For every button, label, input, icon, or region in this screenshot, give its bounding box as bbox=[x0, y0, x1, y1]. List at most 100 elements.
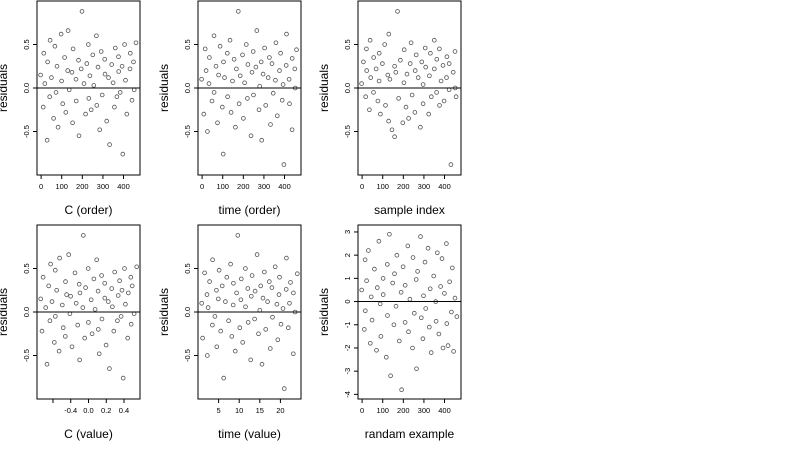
y-tick-label: 0.0 bbox=[183, 83, 192, 93]
data-point bbox=[384, 262, 390, 267]
data-point bbox=[62, 55, 67, 60]
data-point bbox=[128, 50, 133, 56]
data-point bbox=[422, 259, 428, 265]
data-point bbox=[284, 31, 289, 37]
data-point bbox=[109, 286, 114, 291]
data-point bbox=[418, 315, 424, 321]
data-point bbox=[131, 59, 136, 65]
data-point bbox=[401, 47, 407, 52]
data-point bbox=[270, 314, 275, 320]
data-point bbox=[287, 300, 292, 306]
data-point bbox=[270, 90, 276, 96]
x-tick-label: 0 bbox=[200, 182, 204, 191]
data-point bbox=[116, 54, 121, 59]
y-axis-label: residuals bbox=[157, 288, 171, 336]
data-point bbox=[65, 68, 70, 73]
x-tick-label: 0.0 bbox=[83, 406, 93, 415]
data-point bbox=[256, 107, 262, 113]
data-point bbox=[392, 271, 397, 277]
data-point bbox=[265, 299, 270, 304]
data-point bbox=[405, 243, 411, 249]
data-point bbox=[243, 304, 248, 310]
data-point bbox=[403, 104, 409, 110]
data-point bbox=[415, 75, 421, 80]
data-point bbox=[374, 347, 379, 353]
data-point bbox=[380, 61, 385, 66]
data-point bbox=[250, 49, 256, 54]
data-point bbox=[84, 61, 90, 66]
y-tick-label: 0.5 bbox=[183, 263, 192, 273]
y-tick-label: -2 bbox=[343, 345, 352, 352]
data-point bbox=[59, 78, 64, 84]
data-point bbox=[56, 348, 62, 354]
data-point bbox=[205, 129, 210, 134]
data-point bbox=[211, 33, 217, 39]
data-point bbox=[444, 54, 450, 59]
data-point bbox=[274, 113, 280, 119]
x-tick-label: 100 bbox=[55, 182, 68, 191]
data-point bbox=[407, 296, 413, 302]
data-point bbox=[385, 72, 391, 78]
data-point bbox=[58, 31, 64, 37]
data-point bbox=[112, 269, 117, 275]
data-point bbox=[48, 261, 53, 267]
data-point bbox=[280, 306, 286, 311]
y-tick-label: -0.5 bbox=[183, 349, 192, 362]
data-point bbox=[104, 118, 109, 124]
y-tick-label: 0.0 bbox=[343, 83, 352, 93]
data-point bbox=[43, 305, 48, 310]
data-point bbox=[205, 353, 210, 358]
data-point bbox=[249, 70, 255, 75]
data-point bbox=[273, 40, 279, 46]
data-point bbox=[378, 334, 384, 339]
data-point bbox=[85, 266, 91, 271]
data-point bbox=[216, 72, 221, 78]
data-point bbox=[421, 293, 426, 299]
data-point bbox=[207, 279, 212, 284]
data-point bbox=[134, 264, 140, 270]
data-point bbox=[47, 94, 52, 99]
data-point bbox=[119, 287, 125, 293]
data-point bbox=[55, 124, 61, 130]
data-point bbox=[219, 283, 225, 289]
data-point bbox=[393, 303, 399, 309]
data-point bbox=[95, 288, 101, 294]
data-point bbox=[413, 277, 419, 282]
data-point bbox=[229, 334, 235, 339]
data-point bbox=[113, 45, 118, 51]
data-point bbox=[88, 297, 94, 303]
data-point bbox=[454, 314, 460, 319]
data-point bbox=[281, 162, 287, 167]
x-tick-label: 200 bbox=[397, 182, 410, 191]
data-point bbox=[73, 300, 79, 306]
data-point bbox=[86, 42, 91, 47]
data-point bbox=[211, 90, 217, 95]
data-point bbox=[77, 290, 83, 296]
data-point bbox=[201, 111, 207, 117]
data-point bbox=[428, 94, 434, 99]
data-point bbox=[410, 255, 416, 260]
data-point bbox=[63, 279, 68, 284]
data-point bbox=[376, 238, 382, 244]
data-point bbox=[433, 318, 439, 324]
data-point bbox=[419, 59, 425, 65]
data-point bbox=[64, 292, 69, 297]
data-point bbox=[57, 255, 62, 261]
data-point bbox=[391, 322, 397, 328]
data-point bbox=[78, 66, 84, 72]
data-point bbox=[63, 110, 69, 115]
data-point bbox=[245, 320, 251, 325]
data-point bbox=[269, 61, 275, 66]
data-point bbox=[106, 75, 111, 80]
data-point bbox=[120, 375, 126, 381]
data-point bbox=[254, 28, 260, 33]
data-point bbox=[452, 49, 458, 54]
data-point bbox=[231, 280, 236, 286]
data-point bbox=[252, 288, 258, 294]
data-point bbox=[72, 270, 78, 276]
data-point bbox=[434, 250, 440, 256]
data-point bbox=[364, 46, 369, 52]
data-point bbox=[128, 274, 134, 280]
data-point bbox=[289, 56, 295, 61]
data-point bbox=[390, 280, 396, 286]
